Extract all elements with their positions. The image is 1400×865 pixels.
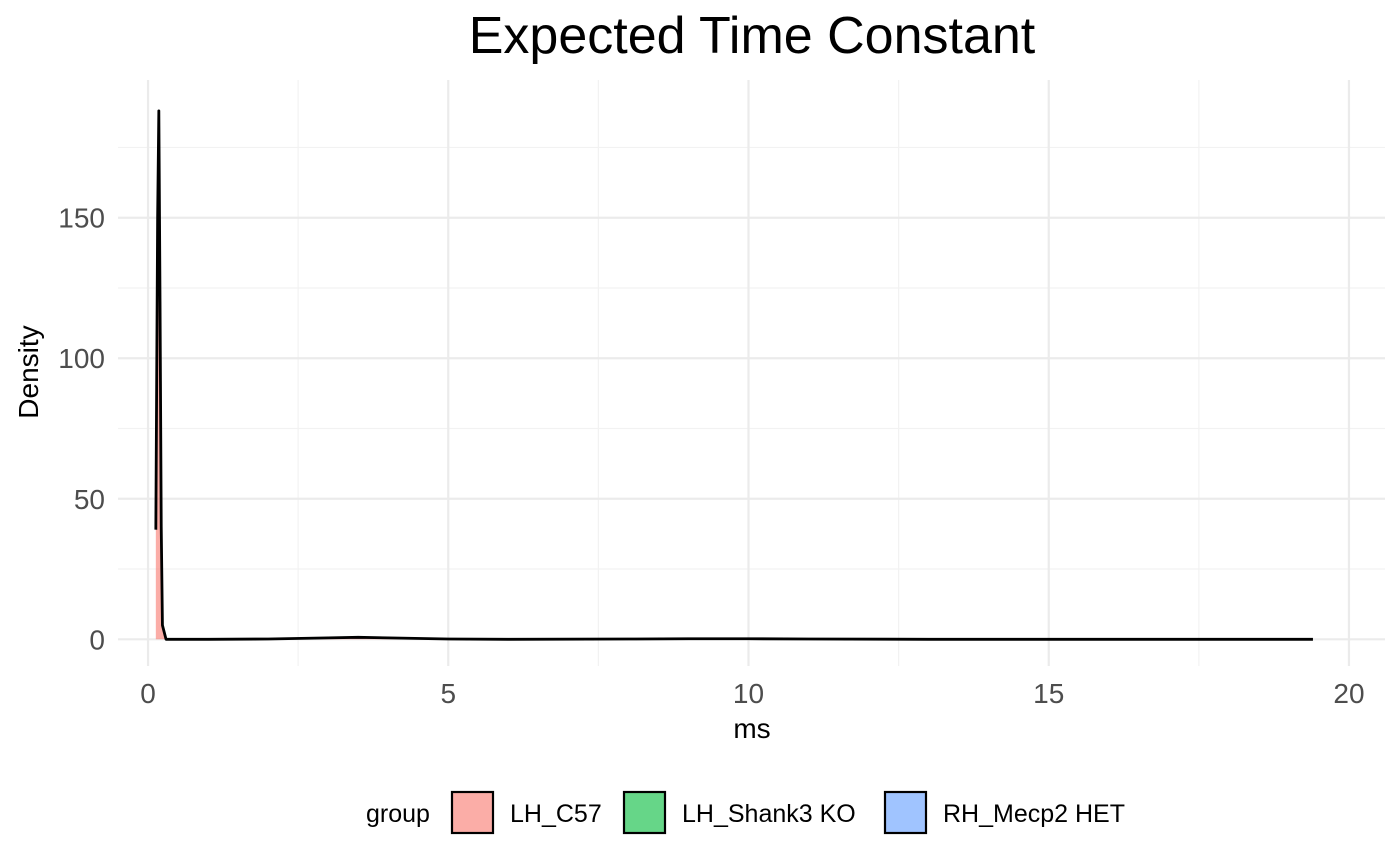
density-series bbox=[154, 109, 1313, 641]
y-tick-label: 0 bbox=[89, 624, 105, 655]
y-tick-label: 100 bbox=[58, 343, 105, 374]
legend-items: LH_C57 LH_Shank3 KO RH_Mecp2 HET bbox=[450, 790, 1125, 835]
y-axis-title: Density bbox=[13, 325, 44, 418]
legend-swatch bbox=[622, 790, 667, 835]
x-tick-label: 10 bbox=[733, 678, 764, 709]
legend-swatch bbox=[883, 790, 928, 835]
x-axis-title: ms bbox=[733, 713, 770, 744]
density-area bbox=[155, 110, 1313, 640]
legend-label: LH_C57 bbox=[510, 800, 602, 828]
x-axis-tick-labels: 0 5 10 15 20 bbox=[140, 678, 1364, 709]
legend: group LH_C57 LH_Shank3 KO RH_Mecp2 HET bbox=[366, 790, 1125, 835]
y-tick-label: 50 bbox=[74, 484, 105, 515]
x-tick-label: 20 bbox=[1333, 678, 1364, 709]
x-tick-label: 5 bbox=[440, 678, 456, 709]
x-tick-label: 15 bbox=[1033, 678, 1064, 709]
density-line bbox=[154, 109, 1313, 641]
legend-label: RH_Mecp2 HET bbox=[943, 800, 1125, 828]
legend-label: LH_Shank3 KO bbox=[682, 800, 856, 828]
y-tick-label: 150 bbox=[58, 203, 105, 234]
legend-title: group bbox=[366, 800, 430, 828]
minor-gridlines bbox=[118, 80, 1385, 666]
x-tick-label: 0 bbox=[140, 678, 156, 709]
major-gridlines bbox=[118, 80, 1385, 666]
y-axis-tick-labels: 0 50 100 150 bbox=[58, 203, 105, 656]
chart-title: Expected Time Constant bbox=[469, 7, 1036, 65]
legend-swatch bbox=[450, 790, 495, 835]
